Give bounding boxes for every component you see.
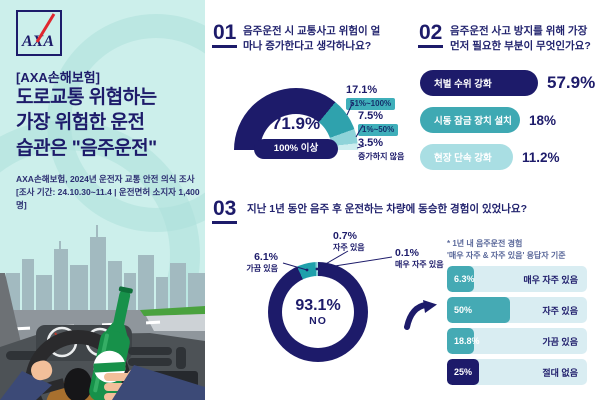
source-note: AXA손해보험, 2024년 운전자 교통 안전 의식 조사 [조사 기간: 2… [16,173,205,213]
q3-donut: 93.1% NO [268,262,368,362]
q3-bar-label: 가끔 있음 [542,336,578,347]
source-line1: AXA손해보험, 2024년 운전자 교통 안전 의식 조사 [16,174,195,184]
q3-bar-fill: 25% [447,359,479,385]
q2-bar-chart: 처벌 수위 강화 57.9% 시동 잠금 장치 설치 18% 현장 단속 강화 … [420,70,595,170]
q3-callout-1-label: 가끔 있음 [246,263,278,273]
q3-bar-row: 50% 자주 있음 [447,297,587,323]
q3-callout-2-pct: 0.7% [333,230,357,242]
q2-bar-label: 현장 단속 강화 [434,153,492,164]
q3-callout-2-label: 자주 있음 [333,242,365,252]
q1-callout-3-pct: 3.5% [358,137,384,149]
q3-bar-pct: 18.8% [454,336,480,346]
left-sleeve [0,371,52,400]
main-title-line3: 습관은 "음주운전" [16,137,157,159]
q1-callout-2-pct: 7.5% [358,110,384,122]
axa-red-slash-icon [35,13,56,43]
q3-note: * 1년 내 음주운전 경험 '매우 자주 & 자주 있음' 응답자 기준 [447,238,566,263]
q2-bar-pill: 처벌 수위 강화 [420,70,538,96]
q2-bar-pill: 시동 잠금 장치 설치 [420,107,520,133]
q1-number: 01 [212,22,238,48]
q2-number: 02 [418,22,444,48]
q1-callout-3: 3.5% 증가하지 않음 [358,137,404,163]
q3-note-line2: '매우 자주 & 자주 있음' 응답자 기준 [447,251,566,261]
sidewalk [146,314,205,331]
q2-bar-row: 현장 단속 강화 11.2% [420,144,595,170]
axa-logo-art: AXA [21,13,56,50]
q2-bar-value: 18% [529,112,557,128]
main-title-line1: 도로교통 위협하는 [16,87,157,108]
source-line2: [조사 기간: 24.10.30~11.4 | 운전면허 소지자 1,400명] [16,187,200,211]
curved-arrow-icon [404,300,437,330]
q3-bar-label: 절대 없음 [542,367,578,378]
q3-bar-label: 매우 자주 있음 [523,274,578,285]
city-skyline [6,225,205,310]
q3-donut-hole: 93.1% NO [282,276,354,348]
q1-center-value: 71.9% [271,114,321,133]
q3-center-label: NO [309,315,327,327]
q3-callout-3-pct: 0.1% [395,247,419,259]
q3-bar-fill: 50% [447,297,510,323]
axa-logo: AXA [16,10,62,56]
q3-callout-1-pct: 6.1% [254,251,278,263]
q2-bar-label: 시동 잠금 장치 설치 [434,116,512,127]
q1-callout-2: 7.5% 1%~50% [358,110,399,136]
q3-number: 03 [212,198,238,224]
q3-callout-2: 0.7% 자주 있음 [333,230,365,252]
left-hand [31,360,53,381]
grass-strip [140,306,205,316]
q3-callout-3: 0.1% 매우 자주 있음 [395,247,444,269]
q3-bar-row: 18.8% 가끔 있음 [447,328,587,354]
q3-center-value: 93.1% [295,297,341,314]
q3-bar-row: 25% 절대 없음 [447,359,587,385]
air-vents [6,347,186,369]
q2-bar-value: 57.9% [547,73,596,92]
q1-callout-1-range: 51%~100% [346,97,396,110]
q3-question: 지난 1년 동안 음주 후 운전하는 차량에 동승한 경험이 있었나요? [247,203,528,215]
left-panel: AXA [AXA손해보험] 도로교통 위협하는 가장 위험한 운전 습관은 "음… [0,0,205,400]
q3-bar-row: 6.3% 매우 자주 있음 [447,266,587,292]
q2-bar-row: 처벌 수위 강화 57.9% [420,70,595,96]
q2-bar-row: 시동 잠금 장치 설치 18% [420,107,595,133]
q3-bar-label: 자주 있음 [542,305,578,316]
main-title: 도로교통 위협하는 가장 위험한 운전 습관은 "음주운전" [16,85,157,161]
q3-callout-3-label: 매우 자주 있음 [395,259,444,269]
q1-question: 음주운전 시 교통사고 위험이 얼마나 증가한다고 생각하나요? [243,25,381,52]
q1-callout-1: 17.1% 51%~100% [346,84,396,110]
q2-bar-label: 처벌 수위 강화 [434,79,492,90]
q3-bar-fill: 18.8% [447,328,480,354]
q3-bar-chart: 6.3% 매우 자주 있음 50% 자주 있음 18.8% 가끔 있음 25% … [447,266,587,385]
q1-callout-1-pct: 17.1% [346,84,378,96]
q1-callout-2-range: 1%~50% [358,123,399,136]
q3-bar-fill: 6.3% [447,266,475,292]
q3-note-line1: * 1년 내 음주운전 경험 [447,239,523,248]
q2-question: 음주운전 사고 방지를 위해 가장 먼저 필요한 부분이 무엇인가요? [450,25,591,52]
q3-bar-pct: 25% [454,367,473,377]
drunk-driving-illustration [0,225,205,400]
right-sleeve [112,365,205,400]
q1-callout-3-range: 증가하지 않음 [358,152,405,162]
q3-bar-pct: 6.3% [454,274,475,284]
q2-bar-pill: 현장 단속 강화 [420,144,513,170]
q3-callout-1: 6.1% 가끔 있음 [222,251,278,273]
q3-bar-pct: 50% [454,305,473,315]
q2-bar-value: 11.2% [522,149,560,165]
main-title-line2: 가장 위험한 운전 [16,112,145,134]
q1-center-label-pill: 100% 이상 [254,139,338,159]
brand-tag: [AXA손해보험] [16,70,100,85]
